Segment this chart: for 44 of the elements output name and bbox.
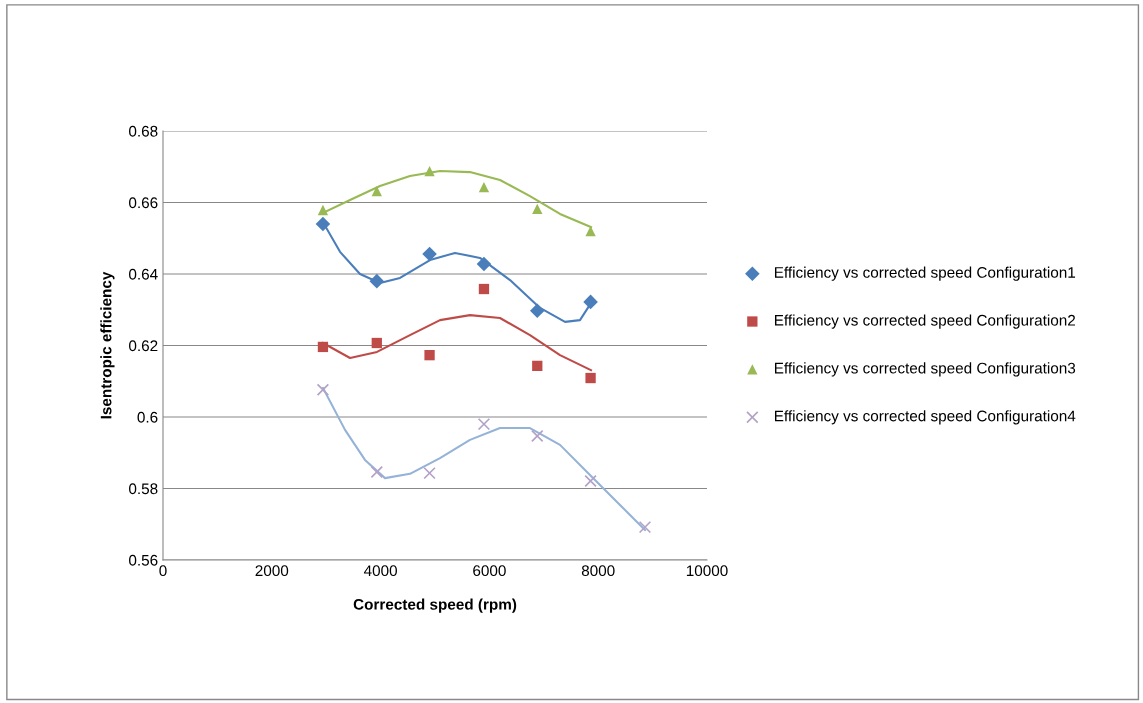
- y-tick-label: 0.56: [129, 554, 158, 566]
- point: [583, 294, 598, 310]
- x-tick-label: 10000: [686, 565, 728, 577]
- point: [317, 341, 329, 353]
- point: [585, 372, 596, 384]
- y-tick-label: 0.68: [129, 125, 158, 137]
- point: [422, 246, 437, 262]
- point: [532, 203, 543, 215]
- point: [317, 204, 329, 216]
- legend-label: Efficiency vs corrected speed Configuration4: [774, 410, 1076, 425]
- legend-label: Efficiency vs corrected speed Configuration2: [774, 314, 1076, 329]
- point: [316, 383, 330, 397]
- point: [424, 350, 435, 361]
- x-axis-title: Corrected speed (rpm): [353, 598, 517, 613]
- point: [371, 337, 382, 349]
- y-axis-title: Isentropic efficiency: [100, 271, 115, 419]
- x-tick-label: 6000: [473, 565, 506, 577]
- point: [424, 165, 435, 177]
- point: [369, 273, 385, 289]
- point: [371, 185, 382, 197]
- x-tick-label: 2000: [255, 565, 289, 577]
- point: [478, 181, 490, 193]
- point: [476, 256, 492, 272]
- point: [532, 360, 543, 372]
- point: [370, 465, 384, 479]
- y-tick-label: 0.58: [129, 483, 158, 495]
- x-tick-label: 0: [159, 565, 167, 577]
- x-tick-label: 8000: [581, 565, 615, 577]
- y-tick-label: 0.64: [129, 268, 158, 280]
- legend-label: Efficiency vs corrected speed Configuration3: [774, 362, 1076, 377]
- point: [584, 474, 597, 488]
- x-tick-label: 4000: [363, 565, 397, 577]
- legend-label: Efficiency vs corrected speed Configuration1: [774, 266, 1076, 281]
- point: [315, 216, 331, 232]
- point: [638, 520, 652, 534]
- y-tick-label: 0.66: [129, 197, 158, 209]
- point: [477, 417, 491, 431]
- point: [531, 429, 544, 443]
- y-tick-label: 0.62: [129, 340, 158, 352]
- point: [529, 303, 545, 319]
- y-tick-label: 0.6: [137, 411, 158, 423]
- line-series: [321, 387, 647, 532]
- point: [478, 283, 490, 295]
- point: [423, 466, 436, 480]
